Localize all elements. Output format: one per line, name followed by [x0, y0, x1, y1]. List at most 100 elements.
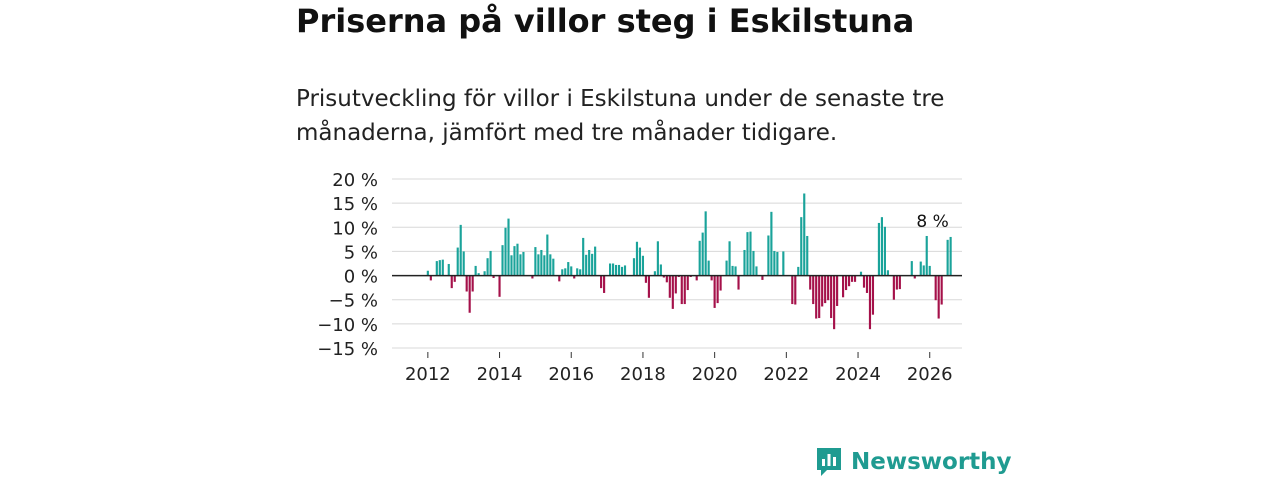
y-tick-label: 0 % [344, 267, 378, 288]
data-bar [507, 218, 510, 276]
data-bar [579, 269, 582, 276]
data-bar [895, 275, 898, 290]
data-bar [859, 271, 863, 276]
data-bar [925, 235, 928, 276]
data-bar [459, 224, 462, 276]
data-bar [809, 275, 812, 290]
data-bar [827, 275, 830, 301]
data-bar [833, 275, 836, 330]
price-change-chart: −15 % −10 % −5 % 0 % 5 % 10 % 15 % 20 % 2012 2014… [317, 170, 962, 385]
data-bar [570, 266, 573, 276]
data-bar [949, 236, 952, 276]
data-bar [653, 271, 656, 276]
data-bar [871, 275, 875, 315]
data-bar [910, 261, 913, 276]
data-bar [701, 232, 704, 276]
data-bar [594, 246, 597, 276]
data-bar [880, 217, 883, 276]
data-bar [674, 275, 677, 294]
data-bar [635, 241, 639, 276]
data-bar [743, 249, 746, 276]
data-bar [531, 275, 534, 279]
data-bar [582, 237, 585, 276]
data-bar [704, 211, 707, 276]
data-bar [862, 275, 866, 288]
data-bar [662, 275, 665, 278]
data-bar [498, 275, 501, 297]
chart-title: Priserna på villor steg i Eskilstuna [296, 2, 915, 40]
x-tick-label: 2026 [907, 364, 953, 385]
data-bar [429, 275, 432, 281]
x-tick-label: 2012 [405, 364, 451, 385]
data-bar [821, 275, 824, 307]
data-bar [549, 254, 552, 276]
data-bar [608, 263, 612, 276]
data-bar [877, 222, 881, 276]
data-bar [791, 275, 794, 305]
data-bar [883, 226, 886, 276]
data-bar [850, 275, 854, 282]
data-bar [719, 275, 722, 291]
data-bar [438, 260, 441, 276]
data-bar [614, 264, 618, 276]
data-bar [698, 240, 701, 276]
data-bar [797, 266, 800, 276]
data-bar [644, 275, 647, 283]
data-bar [543, 255, 546, 276]
data-bar [492, 275, 495, 278]
data-bar [847, 275, 851, 287]
y-tick-label: 10 % [332, 218, 378, 239]
y-tick-label: −5 % [329, 291, 378, 312]
data-bar [836, 275, 839, 306]
brand-logo[interactable]: Newsworthy [815, 446, 1012, 478]
data-bar [683, 275, 686, 305]
data-bar [946, 239, 949, 276]
data-bar [770, 211, 773, 276]
x-tick-label: 2020 [692, 364, 738, 385]
data-bar [919, 261, 922, 276]
data-bar [638, 247, 642, 276]
data-bar [447, 263, 450, 276]
data-bar [812, 275, 815, 305]
data-bar [707, 260, 710, 276]
data-bar [656, 241, 659, 276]
data-bar [752, 250, 755, 276]
data-bar [486, 258, 489, 276]
data-bar [680, 275, 683, 305]
data-bar [510, 255, 513, 276]
data-bar [737, 275, 740, 290]
data-bar [489, 250, 492, 276]
data-bar [641, 255, 645, 276]
data-bar [898, 275, 901, 290]
data-bar [561, 269, 564, 276]
data-bar [441, 259, 444, 276]
x-tick-label: 2014 [477, 364, 523, 385]
newsworthy-logo-icon [817, 448, 841, 476]
data-bar [453, 275, 456, 282]
data-bar [564, 268, 567, 276]
data-bar [468, 275, 471, 313]
y-tick-label: 20 % [332, 170, 378, 191]
data-bar [803, 193, 806, 276]
data-bar [501, 245, 504, 276]
data-bar [853, 275, 857, 282]
x-tick-label: 2022 [763, 364, 809, 385]
data-bar [623, 265, 627, 276]
data-bar [471, 275, 474, 292]
data-bar [731, 265, 734, 276]
data-bar [534, 247, 537, 276]
data-bar [450, 275, 453, 289]
data-bar [782, 251, 785, 276]
data-bar [934, 275, 937, 301]
data-bar [725, 260, 728, 276]
data-bar [806, 235, 809, 276]
data-bar [540, 249, 543, 276]
data-bar [567, 262, 570, 276]
data-bar [734, 266, 737, 276]
data-bar [842, 275, 845, 298]
data-bar [671, 275, 674, 309]
brand-name: Newsworthy [851, 449, 1012, 475]
data-bar [516, 243, 519, 276]
data-bar [800, 217, 803, 276]
data-bar [868, 275, 872, 330]
